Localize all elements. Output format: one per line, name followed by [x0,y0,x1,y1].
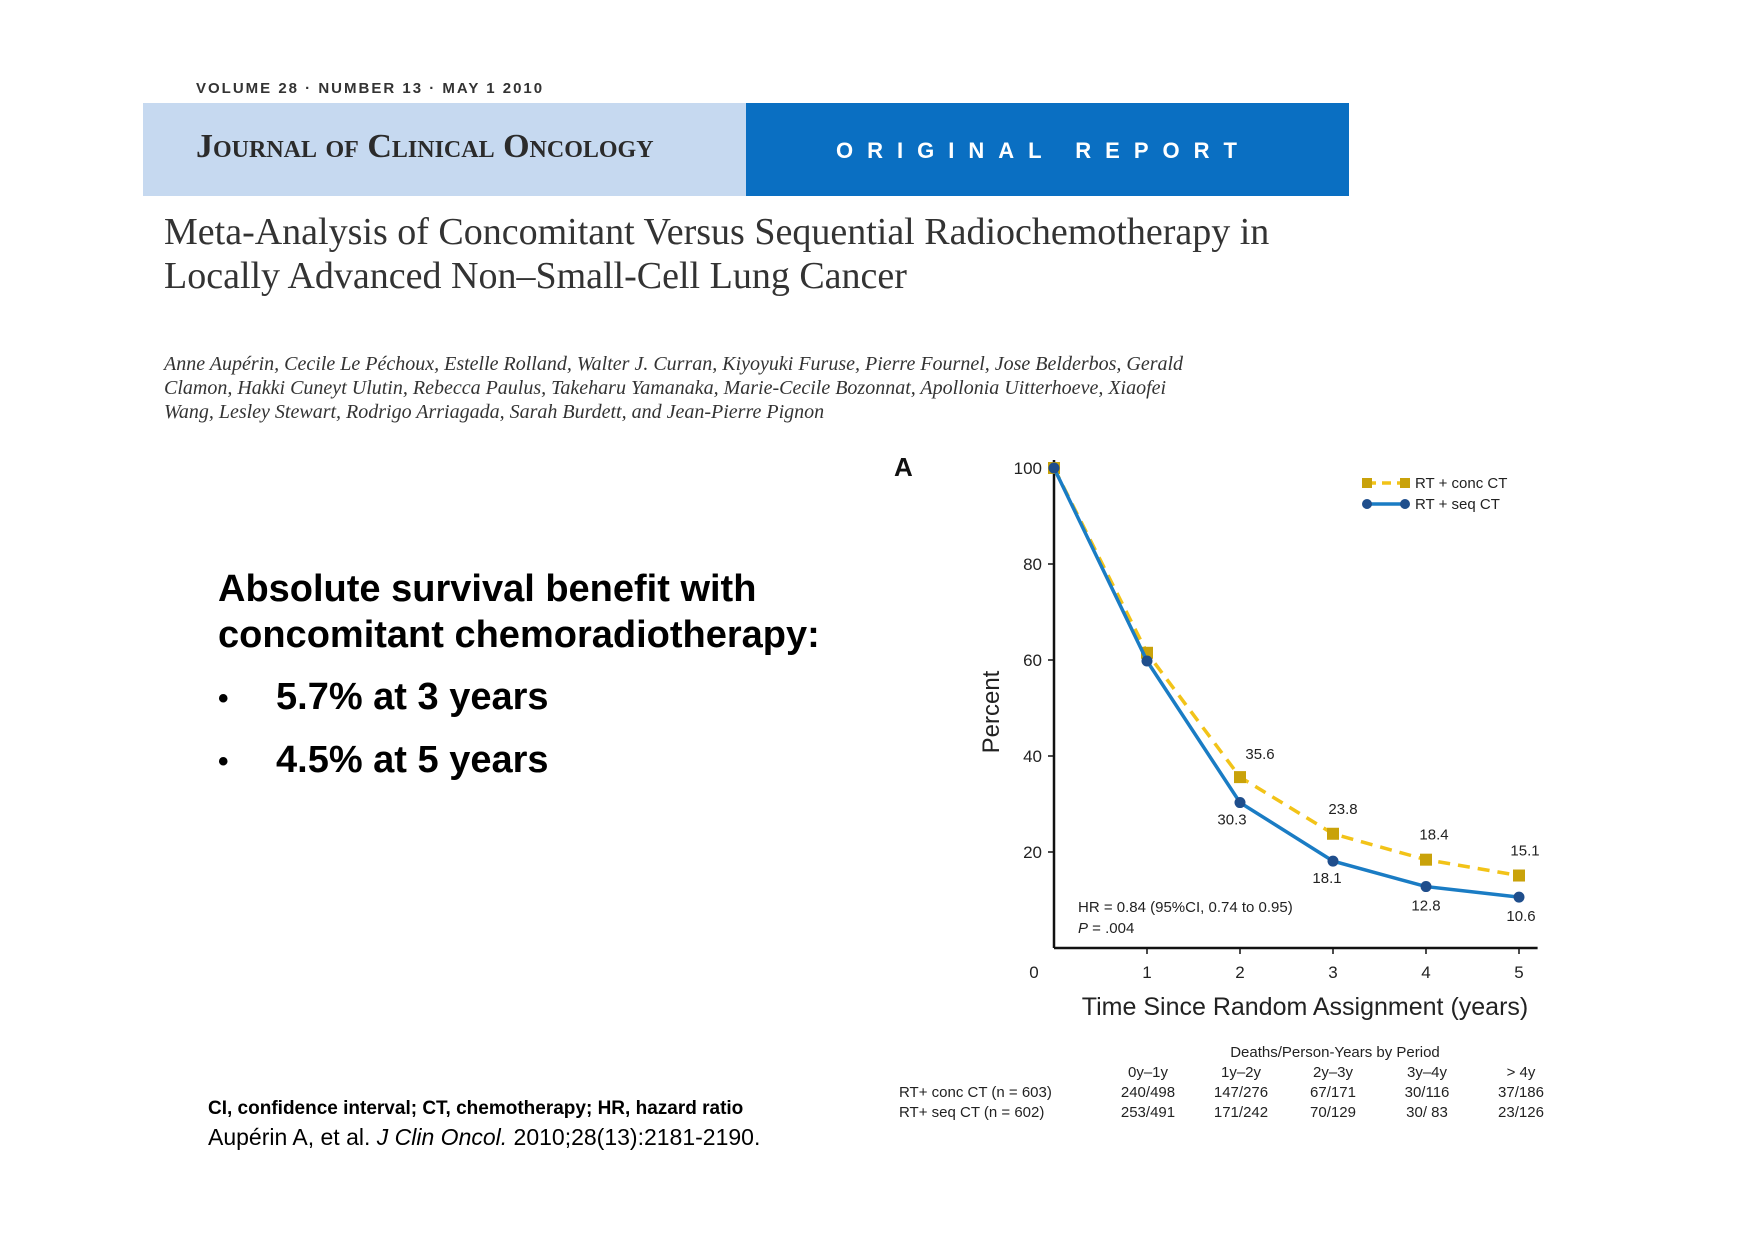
series-line-conc [1052,467,1520,878]
citation-journal: J Clin Oncol. [376,1124,508,1150]
risk-table-period: 1y–2y [1221,1064,1262,1081]
x-tick-label: 4 [1421,963,1430,982]
data-point-conc [1234,771,1246,784]
bullet-dot: • [218,681,229,715]
risk-table-cell: 253/491 [1121,1104,1175,1121]
bullet-dot: • [218,744,229,778]
legend-marker [1400,499,1410,509]
data-point-seq [1048,462,1060,474]
x-tick-label: 3 [1328,963,1337,982]
citation: Aupérin A, et al. J Clin Oncol. 2010;28(… [208,1124,760,1151]
data-label: 15.1 [1510,843,1539,860]
data-label: 18.4 [1419,827,1448,844]
legend-label: RT + seq CT [1415,496,1500,513]
risk-table-cell: 30/116 [1405,1084,1450,1101]
data-point-seq [1327,855,1339,867]
risk-table-cell: 171/242 [1214,1104,1268,1121]
legend-marker [1400,478,1410,488]
summary-bullet: • 5.7% at 3 years [218,676,549,719]
risk-table-cell: 37/186 [1498,1084,1544,1101]
data-point-conc [1513,869,1525,882]
data-point-conc [1327,827,1339,840]
summary-headline: Absolute survival benefit with concomita… [218,568,820,656]
legend-marker [1362,478,1372,488]
citation-authors: Aupérin A, et al. [208,1124,377,1150]
data-label: 35.6 [1245,746,1274,763]
report-type: ORIGINAL REPORT [836,138,1251,163]
bullet-text: 4.5% at 5 years [276,739,549,781]
legend-label: RT + conc CT [1415,475,1507,492]
risk-table-period: 0y–1y [1128,1064,1169,1081]
article-authors: Anne Aupérin, Cecile Le Péchoux, Estelle… [164,353,1184,423]
p-value: = .004 [1088,920,1134,937]
citation-reference: 2010;28(13):2181-2190. [507,1124,761,1150]
risk-table-title: Deaths/Person-Years by Period [1230,1044,1440,1061]
y-tick-label: 80 [1023,555,1042,574]
risk-table-row-label: RT+ conc CT (n = 603) [899,1084,1052,1101]
data-label: 10.6 [1506,908,1535,925]
abbreviations-footnote: CI, confidence interval; CT, chemotherap… [208,1098,744,1119]
summary-bullet: • 4.5% at 5 years [218,739,549,782]
risk-table-cell: 23/126 [1498,1104,1544,1121]
data-label: 30.3 [1217,812,1246,829]
legend-marker [1362,499,1372,509]
data-label: 12.8 [1411,898,1440,915]
article-title: Meta-Analysis of Concomitant Versus Sequ… [164,211,1270,297]
journal-meta-line: VOLUME 28 · NUMBER 13 · MAY 1 2010 [196,80,545,97]
journal-banner-right [746,103,1349,196]
y-tick-label: 60 [1023,651,1042,670]
series-line-seq [1052,467,1520,899]
hazard-ratio-annotation: HR = 0.84 (95%CI, 0.74 to 0.95) [1078,899,1293,916]
y-tick-label: 40 [1023,747,1042,766]
p-value-annotation: P = .004 [1078,920,1134,937]
risk-table-cell: 30/ 83 [1406,1104,1448,1121]
bullet-text: 5.7% at 3 years [276,676,549,718]
y-tick-label: 100 [1014,459,1042,478]
risk-table-cell: 240/498 [1121,1084,1175,1101]
risk-table-cell: 67/171 [1310,1084,1356,1101]
risk-table-row-label: RT+ seq CT (n = 602) [899,1104,1044,1121]
journal-banner-left [143,103,746,196]
data-point-conc [1420,853,1432,866]
x-tick-label: 0 [1029,963,1038,982]
x-tick-label: 5 [1514,963,1523,982]
x-tick-label: 1 [1142,963,1151,982]
panel-label: A [894,452,913,482]
data-point-seq [1234,797,1246,809]
risk-table-period: > 4y [1507,1064,1536,1081]
risk-table-period: 3y–4y [1407,1064,1448,1081]
x-axis-label: Time Since Random Assignment (years) [1082,993,1528,1021]
journal-name: Journal of Clinical Oncology [196,128,654,165]
risk-table-cell: 147/276 [1214,1084,1268,1101]
y-axis-label: Percent [978,670,1005,753]
data-label: 23.8 [1328,801,1357,818]
data-point-seq [1420,881,1432,893]
data-label: 18.1 [1312,870,1341,887]
y-tick-label: 20 [1023,843,1042,862]
risk-table-period: 2y–3y [1313,1064,1354,1081]
p-symbol: P [1078,920,1088,937]
x-tick-label: 2 [1235,963,1244,982]
data-point-seq [1141,655,1153,667]
data-point-seq [1513,891,1525,903]
risk-table-cell: 70/129 [1310,1104,1356,1121]
